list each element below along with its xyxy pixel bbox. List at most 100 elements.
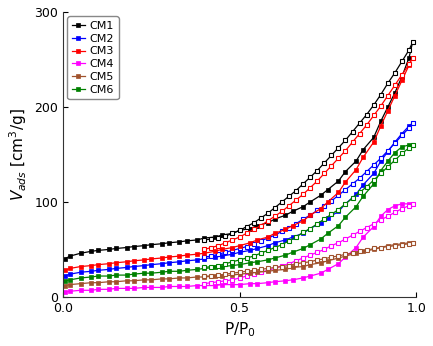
CM1 bbox=[265, 221, 270, 225]
CM5 bbox=[184, 276, 189, 280]
Y-axis label: $V_{ads}$ [cm$^3$/g]: $V_{ads}$ [cm$^3$/g] bbox=[7, 108, 29, 201]
CM1 bbox=[407, 55, 412, 60]
CM5 bbox=[131, 279, 136, 283]
CM5 bbox=[301, 264, 306, 268]
Line: CM1: CM1 bbox=[62, 40, 415, 261]
CM1 bbox=[230, 231, 235, 235]
CM5 bbox=[166, 277, 171, 281]
CM6 bbox=[255, 260, 260, 264]
CM6 bbox=[131, 272, 136, 276]
CM6 bbox=[219, 264, 224, 268]
CM1 bbox=[184, 239, 189, 243]
CM2 bbox=[212, 255, 217, 259]
CM4 bbox=[343, 255, 348, 259]
CM3 bbox=[124, 260, 129, 264]
CM2 bbox=[124, 265, 129, 270]
CM3 bbox=[78, 264, 83, 268]
CM3 bbox=[166, 255, 171, 259]
CM6 bbox=[265, 258, 270, 262]
CM5 bbox=[385, 244, 391, 248]
CM6 bbox=[385, 159, 391, 163]
CM2 bbox=[113, 266, 119, 271]
CM4 bbox=[336, 262, 341, 266]
CM1 bbox=[177, 240, 182, 244]
CM1 bbox=[78, 251, 83, 255]
CM1 bbox=[392, 91, 397, 95]
CM6 bbox=[361, 194, 366, 198]
CM2 bbox=[166, 261, 171, 265]
CM2 bbox=[62, 274, 67, 278]
CM1 bbox=[212, 235, 217, 239]
CM5 bbox=[96, 281, 101, 285]
CM3 bbox=[385, 109, 391, 113]
CM2 bbox=[230, 252, 235, 256]
CM2 bbox=[343, 202, 348, 206]
CM3 bbox=[265, 235, 270, 239]
CM6 bbox=[325, 231, 330, 235]
CM4 bbox=[237, 283, 242, 287]
CM5 bbox=[194, 275, 200, 279]
CM5 bbox=[89, 281, 94, 285]
CM2 bbox=[378, 159, 383, 163]
CM3 bbox=[272, 231, 278, 235]
CM3 bbox=[106, 262, 111, 266]
CM4 bbox=[385, 208, 391, 212]
CM6 bbox=[212, 265, 217, 270]
CM3 bbox=[392, 93, 397, 98]
CM6 bbox=[96, 274, 101, 278]
CM6 bbox=[399, 145, 404, 149]
Legend: CM1, CM2, CM3, CM4, CM5, CM6: CM1, CM2, CM3, CM4, CM5, CM6 bbox=[68, 16, 119, 99]
CM3 bbox=[177, 254, 182, 258]
CM6 bbox=[159, 270, 165, 274]
CM2 bbox=[248, 248, 253, 253]
CM3 bbox=[290, 224, 295, 228]
CM5 bbox=[202, 275, 207, 279]
CM6 bbox=[62, 279, 67, 283]
CM6 bbox=[307, 243, 313, 247]
CM5 bbox=[410, 241, 415, 245]
CM4 bbox=[307, 274, 313, 278]
CM5 bbox=[290, 265, 295, 270]
CM1 bbox=[159, 242, 165, 246]
CM6 bbox=[237, 263, 242, 267]
CM5 bbox=[248, 271, 253, 275]
CM4 bbox=[325, 267, 330, 272]
CM1 bbox=[62, 257, 67, 261]
CM2 bbox=[290, 235, 295, 239]
CM2 bbox=[131, 264, 136, 268]
CM4 bbox=[255, 282, 260, 286]
CM5 bbox=[230, 273, 235, 277]
CM3 bbox=[184, 253, 189, 257]
CM1 bbox=[166, 241, 171, 245]
CM5 bbox=[177, 276, 182, 280]
CM2 bbox=[407, 124, 412, 128]
CM4 bbox=[318, 271, 323, 275]
CM3 bbox=[318, 207, 323, 211]
CM5 bbox=[212, 274, 217, 278]
CM2 bbox=[410, 121, 415, 125]
CM3 bbox=[361, 155, 366, 160]
CM4 bbox=[113, 286, 119, 290]
CM3 bbox=[255, 238, 260, 242]
CM1 bbox=[89, 249, 94, 253]
CM2 bbox=[159, 262, 165, 266]
CM3 bbox=[237, 244, 242, 248]
CM4 bbox=[399, 202, 404, 206]
CM5 bbox=[407, 241, 412, 245]
CM4 bbox=[407, 202, 412, 206]
CM6 bbox=[124, 273, 129, 277]
CM2 bbox=[149, 263, 154, 267]
CM3 bbox=[283, 227, 288, 231]
CM3 bbox=[62, 268, 67, 272]
Line: CM5: CM5 bbox=[62, 240, 415, 288]
CM1 bbox=[336, 179, 341, 183]
CM1 bbox=[290, 209, 295, 213]
CM5 bbox=[371, 247, 376, 252]
CM1 bbox=[124, 245, 129, 249]
CM5 bbox=[272, 268, 278, 272]
CM2 bbox=[385, 149, 391, 154]
CM6 bbox=[336, 224, 341, 228]
CM6 bbox=[202, 266, 207, 271]
CM5 bbox=[307, 263, 313, 267]
CM6 bbox=[301, 246, 306, 251]
